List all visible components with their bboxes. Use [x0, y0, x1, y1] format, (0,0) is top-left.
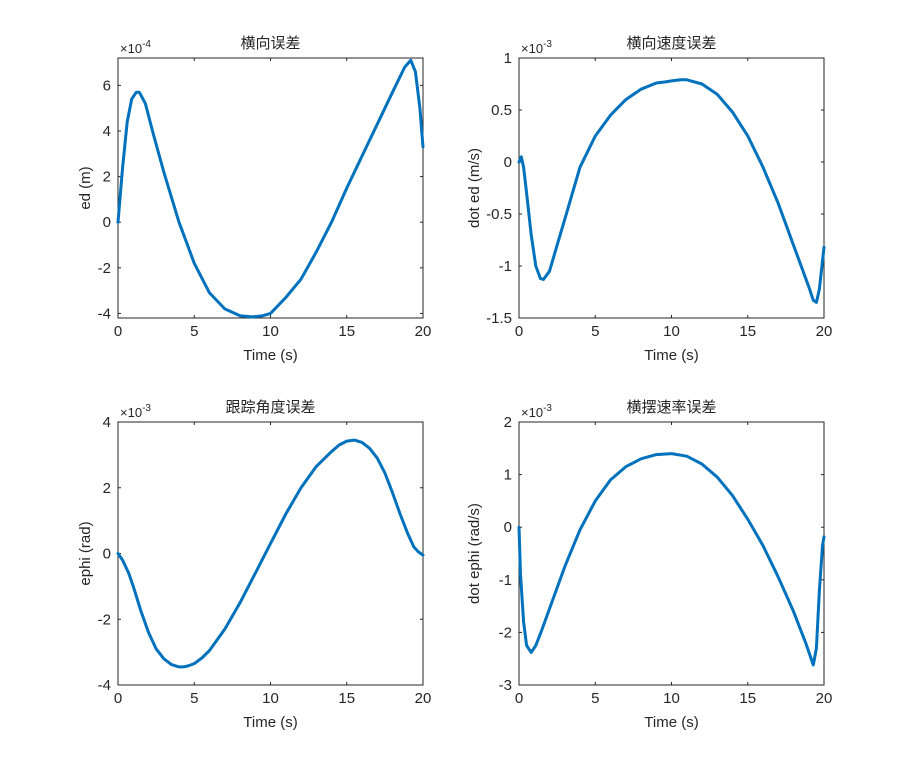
x-axis-label: Time (s) [644, 347, 698, 364]
y-tick-label: 0 [103, 214, 111, 231]
y-tick-label: 0 [103, 546, 111, 563]
y-tick-label: -2 [98, 260, 111, 277]
y-tick-label: 6 [103, 77, 111, 94]
x-axis-label: Time (s) [243, 714, 297, 731]
y-exponent-base: ×10 [521, 405, 543, 420]
x-tick-label: 0 [515, 690, 523, 707]
x-tick-label: 0 [114, 323, 122, 340]
x-tick-label: 0 [114, 690, 122, 707]
y-tick-label: -3 [499, 677, 512, 694]
y-exponent-power: -3 [543, 39, 552, 50]
x-tick-label: 0 [515, 323, 523, 340]
y-tick-label: -2 [499, 624, 512, 641]
y-exponent-label: ×10-3 [521, 39, 552, 56]
series-line [517, 78, 826, 304]
x-tick-label: 10 [663, 323, 680, 340]
x-axis-label: Time (s) [243, 347, 297, 364]
y-axis-label: ed (m) [77, 166, 94, 209]
y-tick-label: 4 [103, 123, 111, 140]
x-tick-label: 10 [262, 690, 279, 707]
y-axis-label: ephi (rad) [77, 521, 94, 585]
y-tick-label: 4 [103, 414, 111, 431]
x-axis-label: Time (s) [644, 714, 698, 731]
y-tick-label: 0 [504, 154, 512, 171]
x-tick-label: 20 [816, 323, 833, 340]
y-tick-label: -1 [499, 258, 512, 275]
y-tick-label: 1 [504, 467, 512, 484]
y-exponent-label: ×10-4 [120, 39, 151, 56]
y-tick-label: -2 [98, 611, 111, 628]
y-exponent-label: ×10-3 [120, 403, 151, 420]
series-line [517, 452, 826, 667]
y-exponent-power: -3 [142, 403, 151, 414]
y-axis-label: dot ephi (rad/s) [466, 503, 483, 604]
y-tick-label: -0.5 [486, 206, 512, 223]
x-tick-label: 20 [816, 690, 833, 707]
subplot-lateral-velocity-error: 0 5 10 15 20 -1.5 -1 -0.5 0 0.5 1 横向速度误差 Time (s)… [466, 35, 832, 364]
plot-title: 横向误差 [240, 35, 300, 52]
plot-title: 横向速度误差 [626, 35, 716, 52]
y-tick-label: -1.5 [486, 310, 512, 327]
y-tick-label: -4 [98, 677, 111, 694]
subplot-yaw-rate-error: 0 5 10 15 20 -3 -2 -1 0 1 2 横摆速率误差 Time (s) dot e… [466, 399, 832, 731]
series-line [116, 58, 425, 319]
x-tick-label: 5 [591, 690, 599, 707]
y-tick-label: 2 [103, 169, 111, 186]
x-tick-label: 5 [591, 323, 599, 340]
plot-title: 横摆速率误差 [626, 399, 716, 416]
y-tick-label: 2 [103, 480, 111, 497]
y-exponent-power: -3 [543, 403, 552, 414]
y-tick-label: -4 [98, 305, 111, 322]
x-tick-label: 5 [190, 323, 198, 340]
plot-title: 跟踪角度误差 [225, 399, 315, 416]
y-tick-label: 2 [504, 414, 512, 431]
x-tick-label: 5 [190, 690, 198, 707]
x-tick-label: 15 [338, 323, 355, 340]
y-tick-label: 1 [504, 50, 512, 67]
subplot-lateral-error: 0 5 10 15 20 -4 -2 0 2 4 6 横向误差 Time (s) ed (m) ×… [77, 35, 431, 364]
y-exponent-label: ×10-3 [521, 403, 552, 420]
y-exponent-base: ×10 [120, 41, 142, 56]
subplot-heading-error: 0 5 10 15 20 -4 -2 0 2 4 跟踪角度误差 Time (s) ephi (r… [77, 399, 431, 731]
y-axis-label: dot ed (m/s) [466, 148, 483, 228]
y-exponent-base: ×10 [120, 405, 142, 420]
x-tick-label: 10 [262, 323, 279, 340]
series-line [116, 438, 425, 669]
y-tick-label: 0.5 [491, 102, 512, 119]
x-tick-label: 20 [415, 323, 432, 340]
x-tick-label: 10 [663, 690, 680, 707]
x-tick-label: 15 [739, 323, 756, 340]
y-tick-label: 0 [504, 519, 512, 536]
y-tick-label: -1 [499, 572, 512, 589]
x-tick-label: 15 [739, 690, 756, 707]
x-tick-label: 20 [415, 690, 432, 707]
x-tick-label: 15 [338, 690, 355, 707]
y-exponent-base: ×10 [521, 41, 543, 56]
y-exponent-power: -4 [142, 39, 151, 50]
